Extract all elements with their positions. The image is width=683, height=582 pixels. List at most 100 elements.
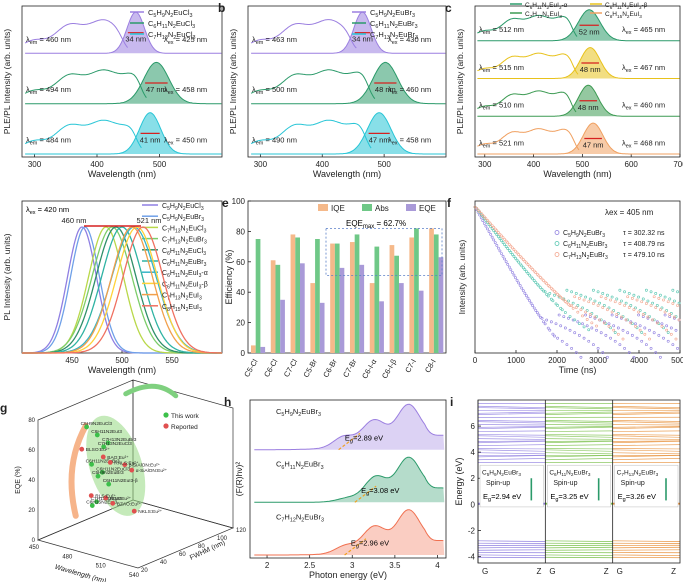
this-work-region bbox=[86, 415, 146, 516]
decay-point bbox=[616, 326, 620, 330]
tauc-tangent bbox=[354, 485, 377, 503]
back-wall bbox=[132, 379, 234, 529]
plot-frame bbox=[21, 5, 223, 158]
formula-part: N bbox=[581, 241, 586, 248]
decay-point bbox=[529, 266, 533, 270]
formula-part: H bbox=[378, 30, 383, 39]
decay-point bbox=[585, 318, 589, 321]
decay-point bbox=[514, 276, 517, 280]
x-tick-label: 400 bbox=[90, 160, 104, 169]
formula-part: EuBr bbox=[188, 237, 204, 244]
decay-point bbox=[525, 261, 528, 265]
decay-point bbox=[627, 292, 631, 295]
lambda-value: 430 bbox=[406, 35, 419, 44]
lambda-eq: = bbox=[174, 85, 183, 94]
lambda-symbol: λ bbox=[252, 135, 256, 144]
formula-part: 3 bbox=[201, 217, 204, 223]
decay-point bbox=[649, 290, 653, 294]
formula-part: 3 bbox=[321, 465, 324, 471]
lambda-symbol: λ bbox=[622, 101, 626, 110]
eg-label: Eg=2.96 eV bbox=[351, 539, 389, 550]
decay-point bbox=[640, 339, 644, 343]
this-work-point-label: C7H13N2EuCl3 bbox=[98, 441, 132, 447]
reported-point bbox=[79, 446, 85, 452]
decay-point bbox=[646, 299, 650, 303]
lambda-sub: em bbox=[256, 40, 264, 46]
formula-part: H bbox=[284, 512, 289, 521]
decay-point bbox=[559, 324, 563, 328]
formula-part: N bbox=[566, 469, 571, 476]
decay-point bbox=[528, 273, 531, 277]
formula-part: N bbox=[167, 19, 172, 28]
conduction-band bbox=[612, 435, 681, 438]
formula-part: 2 bbox=[186, 240, 189, 246]
tauc-tangent bbox=[344, 538, 367, 556]
this-work-point-label: C6H11N2EuI3 bbox=[91, 429, 122, 435]
formula-part: 2 bbox=[183, 217, 186, 223]
decay-point bbox=[560, 297, 564, 301]
lambda-label: λem = 510 nm bbox=[479, 101, 524, 112]
pl-curve bbox=[25, 11, 222, 54]
tauc-tangent bbox=[338, 432, 361, 451]
formula-part: 2 bbox=[185, 273, 188, 279]
ex-label: λex = 420 nm bbox=[26, 205, 69, 216]
decay-point bbox=[514, 249, 517, 253]
y-tick-label: 100 bbox=[217, 536, 228, 542]
formula-part: EuI bbox=[629, 11, 639, 18]
decay-point bbox=[556, 292, 559, 296]
decay-point bbox=[634, 306, 637, 310]
formula-part: -α bbox=[201, 270, 207, 277]
decay-point bbox=[520, 256, 524, 260]
lambda-sub: ex bbox=[392, 40, 398, 46]
decay-point bbox=[548, 328, 552, 332]
pl-fill bbox=[477, 9, 680, 41]
decay-point bbox=[646, 316, 650, 320]
formula-part: 3 bbox=[193, 35, 196, 41]
formula-part: 2 bbox=[547, 5, 550, 10]
decay-point bbox=[599, 295, 603, 299]
decay-point bbox=[570, 304, 573, 307]
decay-point bbox=[526, 263, 530, 266]
valence-band bbox=[545, 546, 613, 549]
info-box bbox=[614, 464, 679, 508]
conduction-band bbox=[477, 426, 546, 430]
legend-swatch bbox=[406, 204, 416, 211]
lambda-value: 463 bbox=[272, 35, 285, 44]
decay-point bbox=[588, 315, 592, 319]
ple-curve bbox=[24, 19, 128, 48]
decay-point bbox=[546, 294, 550, 298]
decay-point bbox=[500, 234, 503, 238]
conduction-band bbox=[545, 405, 613, 409]
lambda-value: 465 bbox=[640, 25, 653, 34]
x-tick-label: 450 bbox=[65, 356, 79, 365]
formula-part: EuI bbox=[549, 2, 559, 9]
bar-iqe bbox=[330, 243, 335, 353]
decay-point bbox=[559, 306, 563, 310]
decay-point bbox=[648, 315, 651, 318]
decay-point bbox=[644, 288, 648, 292]
decay-point bbox=[543, 322, 547, 326]
decay-point bbox=[623, 304, 626, 307]
valence-band bbox=[612, 540, 681, 542]
formula-part: 7 bbox=[167, 240, 170, 246]
ple-curve bbox=[477, 90, 577, 113]
formula-part: 3 bbox=[204, 262, 207, 268]
decay-point bbox=[662, 326, 665, 330]
formula-part: 3 bbox=[201, 206, 204, 212]
eg-part: E bbox=[483, 492, 488, 501]
lambda-label: λem = 515 nm bbox=[479, 63, 524, 74]
decay-point bbox=[609, 336, 612, 340]
y-axis-label: FWHM (nm) bbox=[189, 539, 226, 561]
y-axis-label: (F(R)hν)² bbox=[234, 462, 244, 497]
decay-point bbox=[606, 308, 609, 312]
decay-point bbox=[563, 300, 567, 303]
x-tick-label: 500 bbox=[153, 160, 167, 169]
lambda-sub: em bbox=[256, 90, 264, 96]
lambda-label: λem = 512 nm bbox=[479, 25, 524, 36]
lambda-unit: nm bbox=[511, 101, 524, 110]
formula-part: C bbox=[525, 2, 530, 9]
this-work-point bbox=[84, 424, 89, 430]
decay-point bbox=[571, 318, 575, 322]
fwhm-label: 34 nm bbox=[352, 35, 373, 44]
lambda-value: 494 bbox=[46, 85, 59, 94]
